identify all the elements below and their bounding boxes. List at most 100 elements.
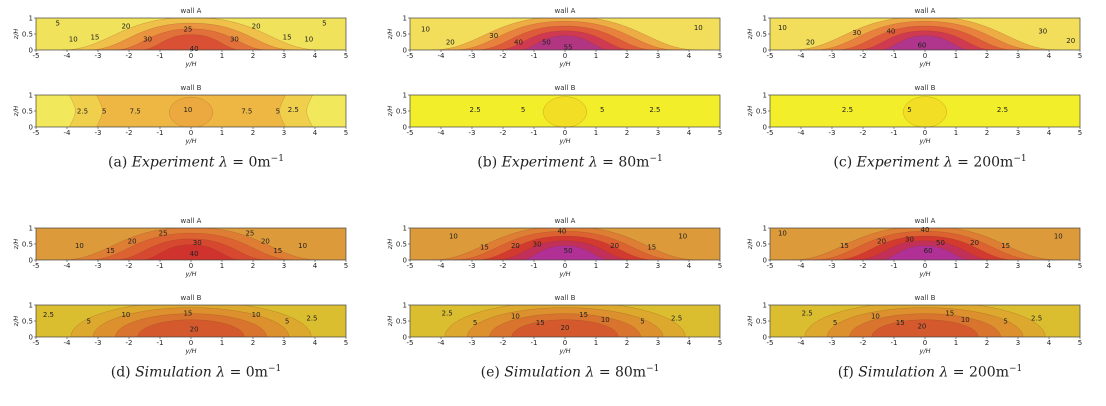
- caption-eq: = 80m: [598, 364, 647, 381]
- x-tick-label: 1: [954, 52, 958, 60]
- contour-band: [140, 244, 242, 260]
- y-tick-label: 1: [29, 15, 33, 23]
- x-tick-label: -5: [767, 52, 774, 60]
- contour-label: 15: [106, 247, 115, 255]
- x-tick-label: -1: [531, 262, 538, 270]
- x-tick-label: -4: [64, 339, 72, 347]
- contour-label: 5: [322, 19, 326, 27]
- contour-label: 10: [694, 24, 703, 32]
- x-tick-label: -4: [64, 129, 72, 137]
- caption-lambda: λ: [585, 364, 595, 381]
- x-axis-label: y/H: [559, 60, 571, 68]
- panel-3-wall-b-plot: wall B 2.5 5 10 15 20 10 5 2.5 -5 -4 -3 -2 -1 0 1 2 3 4 5 0 0…: [12, 294, 348, 355]
- x-tick-label: 1: [594, 339, 598, 347]
- y-axis-label: z/H: [12, 29, 20, 41]
- contour-label: 10: [1054, 233, 1063, 241]
- x-tick-label: -3: [829, 129, 836, 137]
- y-axis-label: z/H: [386, 29, 394, 41]
- x-tick-label: -4: [798, 52, 806, 60]
- x-tick-label: 0: [563, 339, 567, 347]
- x-tick-label: -1: [157, 262, 164, 270]
- x-axis-label: y/H: [919, 347, 931, 355]
- contour-label: 10: [601, 316, 610, 324]
- x-tick-label: 5: [718, 52, 722, 60]
- contour-label: 2.5: [842, 106, 853, 114]
- contour-label: 20: [121, 23, 130, 31]
- contour-label: 5: [285, 318, 289, 326]
- x-tick-label: 3: [656, 52, 660, 60]
- caption-text: Simulation: [135, 364, 212, 381]
- wall-title: wall A: [915, 7, 936, 15]
- contour-fill: [410, 305, 720, 337]
- contour-label: 15: [183, 310, 192, 318]
- y-tick-label: 0.5: [396, 108, 407, 116]
- x-tick-label: -2: [860, 52, 867, 60]
- contour-label: 2.5: [671, 314, 682, 322]
- x-tick-label: 3: [656, 262, 660, 270]
- caption-letter: (e): [480, 364, 500, 381]
- contour-label: 5: [276, 108, 280, 116]
- contour-band: [518, 245, 612, 260]
- x-tick-label: -3: [469, 262, 476, 270]
- contour-label: 20: [561, 324, 570, 332]
- contour-label: 2.5: [77, 108, 88, 116]
- x-tick-label: -1: [531, 52, 538, 60]
- wall-title: wall B: [181, 84, 202, 92]
- panel-e-caption: (e) Simulation λ = 80m−1: [400, 364, 740, 381]
- caption-eq: = 200m: [952, 364, 1009, 381]
- contour-label: 15: [896, 319, 905, 327]
- x-tick-label: 3: [656, 129, 660, 137]
- y-tick-label: 0: [403, 124, 407, 132]
- contour-label: 15: [273, 247, 282, 255]
- contour-label: 40: [190, 45, 199, 53]
- caption-text: Experiment: [856, 154, 940, 171]
- x-axis-label: y/H: [185, 270, 197, 278]
- x-axis-label: y/H: [559, 137, 571, 145]
- contour-band: [140, 34, 242, 50]
- contour-label: 40: [557, 228, 566, 236]
- contour-band: [878, 35, 972, 50]
- x-tick-label: 5: [1078, 339, 1082, 347]
- contour-label: 30: [143, 35, 152, 43]
- contour-label: 50: [542, 39, 551, 47]
- x-tick-label: -4: [64, 52, 72, 60]
- x-tick-label: -3: [95, 129, 102, 137]
- contour-band: [169, 96, 213, 127]
- x-tick-label: -1: [157, 52, 164, 60]
- y-tick-label: 0.5: [396, 31, 407, 39]
- contour-label: 25: [183, 26, 192, 34]
- x-tick-label: 5: [344, 262, 348, 270]
- x-tick-label: 2: [625, 129, 629, 137]
- caption-sup: −1: [646, 364, 660, 374]
- x-tick-label: 2: [625, 52, 629, 60]
- x-tick-label: -1: [531, 129, 538, 137]
- contour-fill: [410, 228, 720, 260]
- x-tick-label: -4: [438, 262, 446, 270]
- x-tick-label: 2: [625, 262, 629, 270]
- caption-text: Simulation: [504, 364, 582, 381]
- y-tick-label: 1: [763, 15, 767, 23]
- contour-label: 15: [945, 310, 954, 318]
- x-tick-label: 5: [718, 129, 722, 137]
- y-tick-label: 1: [763, 92, 767, 100]
- x-tick-label: -3: [469, 52, 476, 60]
- x-tick-label: 0: [189, 52, 193, 60]
- contour-label: 50: [936, 239, 945, 247]
- contour-label: 60: [924, 247, 933, 255]
- contour-fill: [770, 95, 1080, 127]
- contour-fill: [36, 305, 346, 337]
- x-tick-label: -3: [469, 129, 476, 137]
- panel-2-wall-b-plot: wall B 2.5 5 2.5 -5 -4 -3 -2 -1 0 1 2 3 4 5 0 0.5 1 y/H z/H: [746, 84, 1082, 145]
- x-tick-label: -2: [126, 262, 133, 270]
- caption-lambda: λ: [939, 364, 949, 381]
- y-axis-label: z/H: [386, 239, 394, 251]
- x-tick-label: -4: [64, 262, 72, 270]
- x-tick-label: 2: [985, 262, 989, 270]
- contour-label: 20: [511, 242, 520, 250]
- x-axis-label: y/H: [185, 60, 197, 68]
- y-axis-label: z/H: [746, 316, 754, 328]
- caption-sup: −1: [270, 154, 284, 164]
